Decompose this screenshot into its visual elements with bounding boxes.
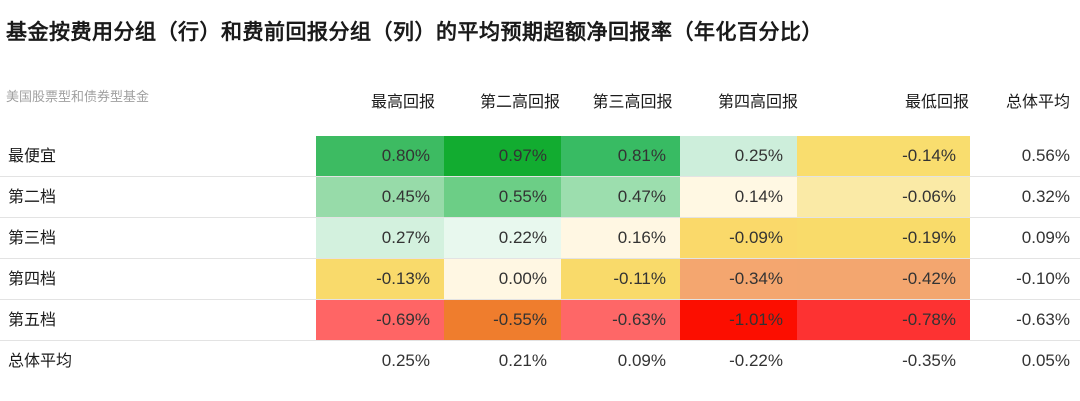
heatmap-cell: 0.27% (316, 218, 444, 258)
heatmap-cell: -0.69% (316, 300, 444, 340)
heatmap-cell: 0.25% (381, 351, 430, 370)
row-label: 最便宜 (8, 146, 57, 165)
table-row: 第五档 -0.69% -0.55% -0.63% -1.01% -0.78% -0.63% (0, 300, 1080, 341)
average-cell: 0.32% (1021, 187, 1070, 206)
column-header: 总体平均 (1005, 92, 1070, 111)
heatmap-cell: 0.09% (617, 351, 666, 370)
heatmap-cell: -0.19% (797, 218, 970, 258)
heatmap-cell: -0.11% (561, 259, 680, 299)
heatmap-cell: 0.14% (680, 177, 797, 217)
heatmap-cell: -0.63% (561, 300, 680, 340)
row-label: 总体平均 (8, 351, 73, 370)
heatmap-cell: 0.25% (680, 136, 797, 176)
table-row: 第二档 0.45% 0.55% 0.47% 0.14% -0.06% 0.32% (0, 177, 1080, 218)
heatmap-cell: 0.55% (444, 177, 561, 217)
average-cell: 0.56% (1021, 146, 1070, 165)
heatmap-cell: 0.45% (316, 177, 444, 217)
heatmap-cell: -0.09% (680, 218, 797, 258)
heatmap-cell: 0.21% (498, 351, 547, 370)
table-row: 第四档 -0.13% 0.00% -0.11% -0.34% -0.42% -0.10% (0, 259, 1080, 300)
heatmap-cell: -0.55% (444, 300, 561, 340)
row-label: 第二档 (8, 187, 57, 206)
column-header: 第三高回报 (592, 92, 673, 111)
heatmap-cell: 0.47% (561, 177, 680, 217)
column-header: 第四高回报 (717, 92, 798, 111)
heatmap-cell: -0.35% (902, 351, 956, 370)
heatmap-cell: 0.97% (444, 136, 561, 176)
column-header: 最高回报 (370, 92, 435, 111)
heatmap-cell: 0.22% (444, 218, 561, 258)
column-header: 最低回报 (904, 92, 969, 111)
heatmap-cell: -1.01% (680, 300, 797, 340)
heatmap-cell: -0.78% (797, 300, 970, 340)
heatmap-cell: -0.22% (729, 351, 783, 370)
table-row: 最便宜 0.80% 0.97% 0.81% 0.25% -0.14% 0.56% (0, 136, 1080, 177)
average-cell: 0.09% (1021, 228, 1070, 247)
heatmap-cell: -0.13% (316, 259, 444, 299)
chart-subtitle: 美国股票型和债券型基金 (6, 90, 150, 105)
average-cell: -0.63% (1016, 310, 1070, 329)
heatmap-cell: -0.14% (797, 136, 970, 176)
table-row: 总体平均 0.25% 0.21% 0.09% -0.22% -0.35% 0.05% (0, 341, 1080, 381)
heatmap-cell: 0.16% (561, 218, 680, 258)
heatmap-cell: -0.06% (797, 177, 970, 217)
row-label: 第四档 (8, 269, 57, 288)
heatmap-cell: 0.81% (561, 136, 680, 176)
heatmap-cell: 0.00% (444, 259, 561, 299)
chart-title: 基金按费用分组（行）和费前回报分组（列）的平均预期超额净回报率（年化百分比） (6, 20, 823, 44)
table-row: 第三档 0.27% 0.22% 0.16% -0.09% -0.19% 0.09% (0, 218, 1080, 259)
column-header: 第二高回报 (479, 92, 560, 111)
heatmap-cell: -0.34% (680, 259, 797, 299)
row-label: 第五档 (8, 310, 57, 329)
average-cell: 0.05% (1021, 351, 1070, 370)
heatmap-cell: -0.42% (797, 259, 970, 299)
row-label: 第三档 (8, 228, 57, 247)
heatmap-cell: 0.80% (316, 136, 444, 176)
average-cell: -0.10% (1016, 269, 1070, 288)
